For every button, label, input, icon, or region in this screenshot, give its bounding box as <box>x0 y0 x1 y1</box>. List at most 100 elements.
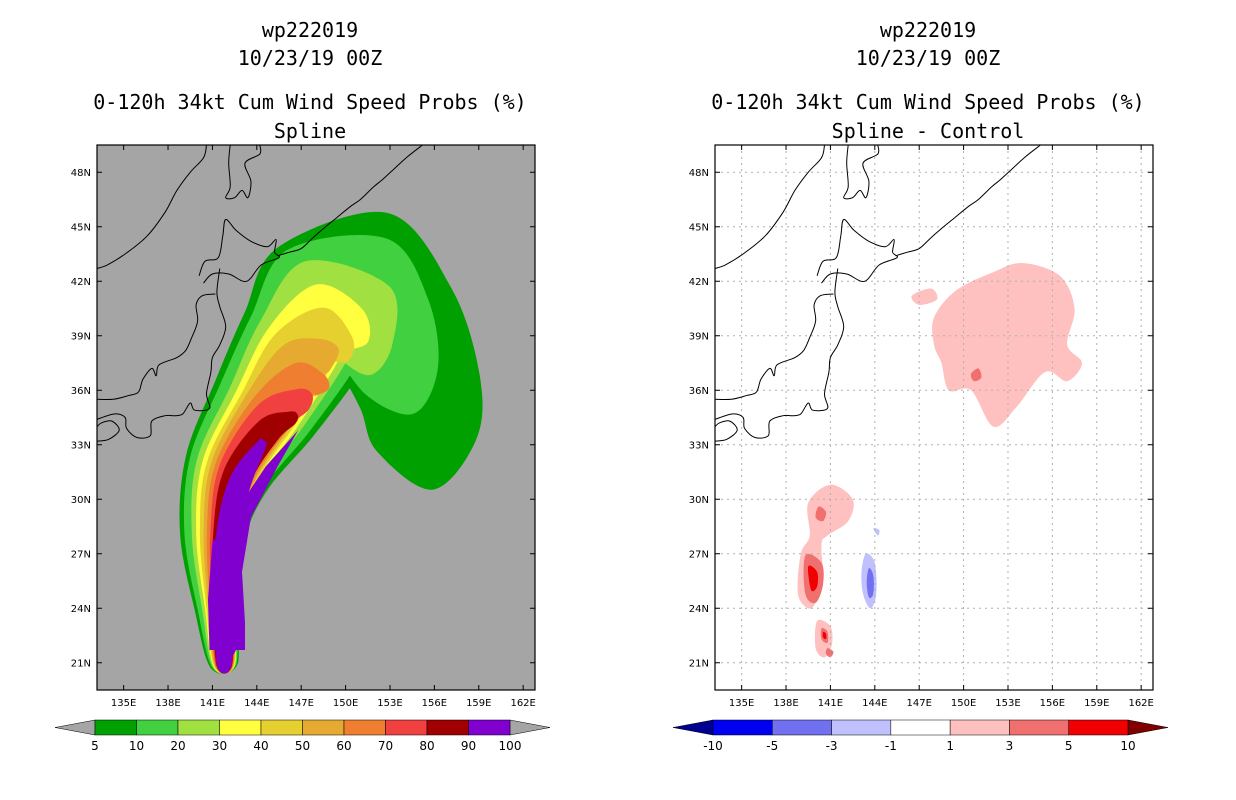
difference-contours <box>797 263 1082 658</box>
x-tick-label: 156E <box>1040 698 1065 709</box>
x-tick-label: 153E <box>995 698 1020 709</box>
positive-difference-area <box>815 506 827 522</box>
coastline-hokkaido <box>198 218 280 284</box>
right-colorbar: -10 -5 -3 -1 1 3 5 10 <box>672 719 1169 753</box>
right-title-product: 0-120h 34kt Cum Wind Speed Probs (%) <box>711 90 1145 114</box>
left-colorbar: 5 10 20 30 40 50 60 70 80 90 100 <box>54 719 551 753</box>
colorbar-swatch <box>468 719 511 736</box>
y-tick-label: 33N <box>71 440 91 451</box>
colorbar-swatch <box>831 719 892 736</box>
probability-contours <box>179 211 483 674</box>
positive-difference-area <box>825 648 834 658</box>
colorbar-label: 20 <box>170 739 185 753</box>
colorbar-swatch <box>426 719 469 736</box>
y-tick-label: 48N <box>689 168 709 179</box>
coastline-sakhalin <box>843 145 880 200</box>
colorbar-label: -5 <box>766 739 778 753</box>
x-tick-label: 138E <box>773 698 798 709</box>
x-tick-label: 147E <box>906 698 931 709</box>
axes: 135E 138E 141E 144E 147E 150E 153E 156E 159E 162E… <box>71 144 536 709</box>
coastlines <box>97 145 431 442</box>
coastline-japan_main <box>715 268 845 439</box>
colorbar-swatch <box>772 719 832 736</box>
colorbar-label: -3 <box>826 739 838 753</box>
left-title-date: 10/23/19 00Z <box>237 46 383 70</box>
coastline-japan_west <box>715 293 834 401</box>
y-tick-label: 24N <box>71 604 91 615</box>
x-tick-label: 135E <box>729 698 754 709</box>
coastline-kamchatka <box>1047 145 1049 146</box>
y-tick-label: 39N <box>689 331 709 342</box>
colorbar-swatch <box>343 719 386 736</box>
right-title-date: 10/23/19 00Z <box>855 46 1001 70</box>
colorbar-label: -10 <box>703 739 723 753</box>
positive-difference-area <box>807 565 819 592</box>
negative-difference-area <box>866 568 874 599</box>
coastline-japan_west <box>97 293 216 401</box>
colorbar-label: 70 <box>378 739 393 753</box>
positive-difference-area <box>970 368 982 382</box>
left-title-id: wp222019 <box>261 18 359 42</box>
left-probability-map: 135E 138E 141E 144E 147E 150E 153E 156E 159E 162E… <box>71 144 536 709</box>
y-tick-label: 39N <box>71 331 91 342</box>
y-tick-label: 27N <box>71 549 91 560</box>
right-title-id: wp222019 <box>879 18 977 42</box>
colorbar-label: 90 <box>461 739 476 753</box>
colorbar-swatch <box>385 719 428 736</box>
colorbar-swatch <box>302 719 345 736</box>
colorbar-swatch <box>890 719 951 736</box>
colorbar-swatch <box>94 719 137 736</box>
colorbar-swatch <box>177 719 220 736</box>
y-tick-label: 30N <box>71 495 91 506</box>
y-tick-label: 24N <box>689 604 709 615</box>
colorbar-label: 5 <box>1065 739 1073 753</box>
coastline-japan_main <box>97 268 227 439</box>
coastline-hokkaido <box>816 218 898 284</box>
x-tick-label: 147E <box>288 698 313 709</box>
contour-fill-100 <box>208 430 299 667</box>
colorbar-right-arrow <box>509 719 551 736</box>
right-difference-map: 135E 138E 141E 144E 147E 150E 153E 156E 159E 162E… <box>689 144 1154 709</box>
colorbar-left-arrow <box>54 719 96 736</box>
left-title-product: 0-120h 34kt Cum Wind Speed Probs (%) <box>93 90 527 114</box>
x-tick-label: 150E <box>333 698 358 709</box>
x-tick-label: 150E <box>951 698 976 709</box>
plot-frame <box>714 144 1154 691</box>
y-tick-label: 33N <box>689 440 709 451</box>
coastline-kurils <box>895 145 1041 257</box>
positive-difference-area <box>932 263 1082 428</box>
positive-difference-area <box>822 631 827 640</box>
colorbar-label: -1 <box>885 739 897 753</box>
colorbar-left-arrow <box>672 719 714 736</box>
coastline-kamchatka <box>429 145 431 146</box>
x-tick-label: 159E <box>466 698 491 709</box>
left-title-method: Spline <box>273 119 347 143</box>
y-tick-label: 36N <box>689 386 709 397</box>
colorbar-swatch <box>949 719 1010 736</box>
y-tick-label: 27N <box>689 549 709 560</box>
y-tick-label: 21N <box>689 658 709 669</box>
colorbar-label: 80 <box>419 739 434 753</box>
y-tick-label: 45N <box>689 222 709 233</box>
x-tick-label: 159E <box>1084 698 1109 709</box>
y-tick-label: 45N <box>71 222 91 233</box>
coastline-russia <box>97 145 207 269</box>
x-tick-label: 153E <box>377 698 402 709</box>
x-tick-label: 144E <box>862 698 887 709</box>
colorbar-label: 40 <box>253 739 268 753</box>
x-tick-label: 141E <box>200 698 225 709</box>
colorbar-label: 60 <box>336 739 351 753</box>
colorbar-label: 1 <box>946 739 954 753</box>
contour-fill-40 <box>199 307 355 674</box>
coastline-shikoku <box>97 420 120 442</box>
colorbar-label: 30 <box>212 739 227 753</box>
contour-fill-20 <box>191 260 398 674</box>
coastline-shikoku <box>715 420 738 442</box>
colorbar-swatch <box>136 719 179 736</box>
right-title-method: Spline - Control <box>831 119 1025 143</box>
y-tick-label: 42N <box>71 277 91 288</box>
y-tick-label: 30N <box>689 495 709 506</box>
colorbar-label: 100 <box>499 739 522 753</box>
x-tick-label: 141E <box>818 698 843 709</box>
x-tick-label: 156E <box>422 698 447 709</box>
